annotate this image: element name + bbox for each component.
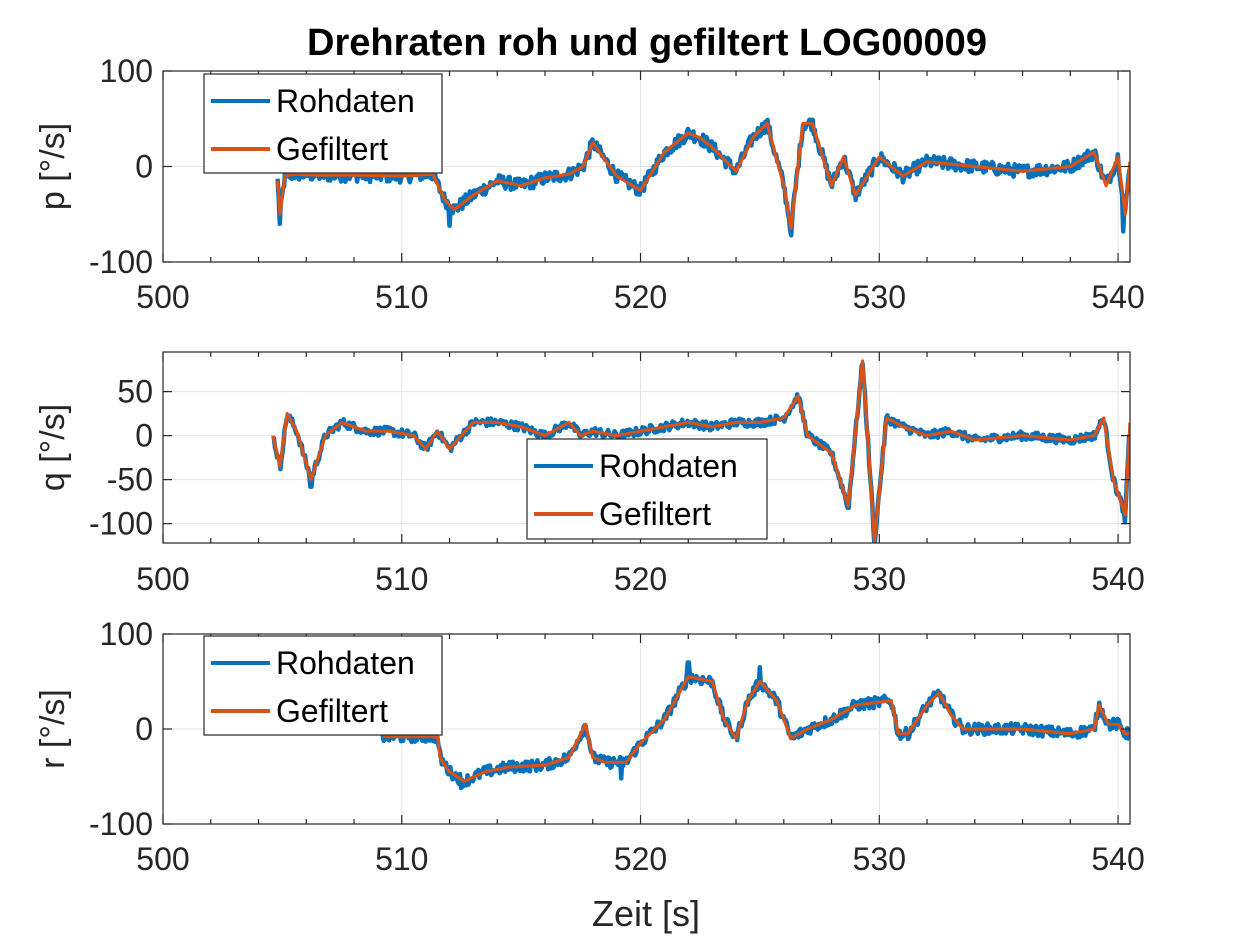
x-tick-label: 520 [614, 561, 667, 597]
x-tick-label: 500 [136, 841, 189, 877]
axes-frame [162, 351, 1131, 544]
series-group [380, 660, 1130, 791]
x-tick-label: 500 [136, 279, 189, 315]
y-tick-label: 0 [135, 149, 153, 185]
x-tick-label: 510 [375, 841, 428, 877]
x-axis-label: Zeit [s] [592, 893, 700, 934]
y-tick-label: -100 [89, 506, 153, 542]
y-tick-label: -50 [107, 462, 153, 498]
chart-title: Drehraten roh und gefiltert LOG00009 [307, 22, 987, 64]
subplot-1: 500 510 520 530 540 100 0 -100 p [°/s] Rohdaten Ge… [34, 53, 1145, 315]
y-tick-label: 0 [135, 418, 153, 454]
series-group [275, 117, 1130, 238]
legend-label: Rohdaten [276, 83, 415, 119]
legend-label: Rohdaten [599, 448, 738, 484]
legend-box [203, 635, 443, 736]
legend: Rohdaten Gefiltert [526, 438, 768, 540]
x-tick-label: 530 [853, 841, 906, 877]
legend-label: Gefiltert [599, 496, 711, 532]
x-tick-label: 540 [1091, 561, 1144, 597]
y-tick-label: 100 [100, 53, 153, 89]
y-axis-label: q [°/s] [34, 404, 72, 491]
legend: Rohdaten Gefiltert [203, 635, 443, 736]
legend-box [203, 73, 443, 174]
filtered-series-line-3 [382, 675, 1130, 783]
x-tick-label: 540 [1091, 841, 1144, 877]
y-axis-label: r [°/s] [34, 689, 72, 769]
x-tick-label: 520 [614, 279, 667, 315]
legend-label: Rohdaten [276, 645, 415, 681]
y-tick-label: 50 [117, 374, 153, 410]
x-tick-label: 530 [853, 561, 906, 597]
y-tick-label: 0 [135, 711, 153, 747]
legend-box [526, 438, 768, 540]
filtered-series-line-1 [276, 121, 1130, 231]
x-tick-label: 520 [614, 841, 667, 877]
x-tick-label: 530 [853, 279, 906, 315]
y-tick-label: 100 [100, 616, 153, 652]
series-group [271, 359, 1130, 543]
x-tick-label: 510 [375, 279, 428, 315]
y-tick-label: -100 [89, 244, 153, 280]
filtered-series-line-2 [271, 359, 1130, 543]
x-tick-label: 500 [136, 561, 189, 597]
y-tick-label: -100 [89, 806, 153, 842]
legend-label: Gefiltert [276, 693, 388, 729]
legend-label: Gefiltert [276, 131, 388, 167]
subplot-3: 500 510 520 530 540 100 0 -100 r [°/s] Rohdaten Ge… [34, 616, 1145, 877]
raw-series-line-3 [380, 660, 1130, 791]
y-axis-label: p [°/s] [34, 123, 72, 210]
x-tick-label: 540 [1091, 279, 1144, 315]
legend: Rohdaten Gefiltert [203, 73, 443, 174]
x-tick-label: 510 [375, 561, 428, 597]
